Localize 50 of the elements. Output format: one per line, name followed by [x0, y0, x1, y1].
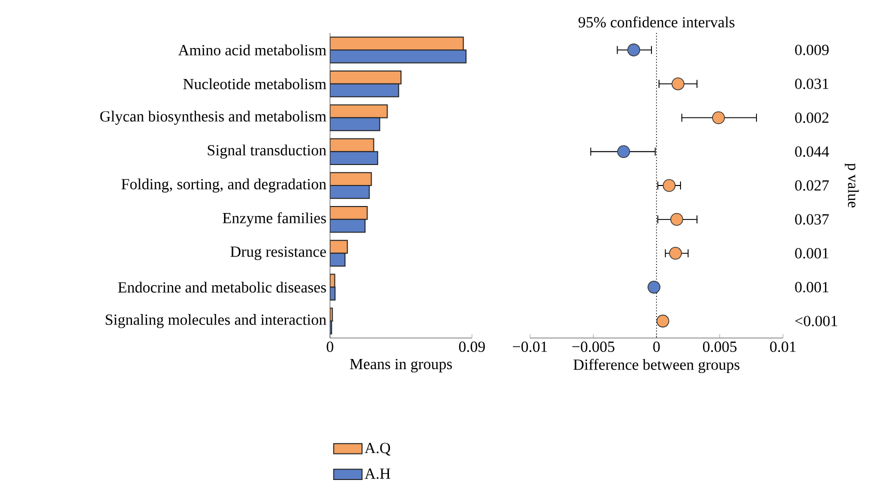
y2-tick-label: 0.001: [795, 282, 828, 292]
x-tick-label: 0.09: [459, 342, 485, 352]
y-tick-label: Signaling molecules and interaction: [106, 314, 326, 328]
y-tick-label: Glycan biosynthesis and metabolism: [100, 110, 326, 125]
y-tick-label: Endocrine and metabolic diseases: [118, 282, 326, 293]
x-tick-label: 0: [326, 342, 334, 352]
y2-tick-label: 0.001: [795, 248, 828, 259]
y2-tick-label: 0.002: [795, 112, 828, 123]
x-axis-title: Difference between groups: [573, 358, 740, 374]
x-tick-label: −0.01: [512, 342, 547, 352]
point: [662, 179, 676, 192]
point: [669, 246, 682, 260]
y2-tick-label: <0.001: [795, 316, 838, 326]
y2-tick-label: 0.031: [795, 78, 828, 90]
y-tick-label: Drug resistance: [230, 246, 326, 260]
bar: [330, 117, 380, 132]
y-tick-label: Amino acid metabolism: [178, 44, 326, 56]
point: [656, 314, 670, 328]
point: [617, 145, 630, 158]
legend-label: A.H: [364, 468, 390, 479]
y2-axis-title: p value: [844, 163, 859, 208]
y-tick-label: Folding, sorting, and degradation: [121, 178, 326, 193]
point: [712, 111, 725, 124]
bar: [330, 70, 402, 84]
bar: [330, 206, 368, 220]
point: [648, 280, 660, 294]
y-tick-label: Nucleotide metabolism: [183, 78, 326, 90]
bar: [330, 138, 374, 152]
bar: [330, 49, 466, 64]
legend-label: A.Q: [364, 442, 390, 456]
x-tick-label: 0.01: [770, 342, 796, 352]
point: [627, 44, 640, 56]
bar: [330, 185, 370, 199]
y2-tick-label: 0.044: [795, 146, 830, 157]
y2-tick-label: 0.037: [795, 214, 829, 225]
bar: [330, 151, 378, 165]
x-axis-title: Means in groups: [350, 358, 452, 372]
x-tick-label: 0: [653, 342, 660, 352]
bar: [330, 172, 372, 186]
bar: [330, 218, 366, 233]
y-tick-label: Signal transduction: [208, 144, 326, 159]
x-tick-label: −0.005: [572, 342, 614, 352]
x-tick-label: 0.005: [702, 342, 737, 352]
point: [670, 212, 684, 226]
y2-tick-label: 0.009: [795, 44, 829, 56]
y-tick-label: Enzyme families: [222, 212, 326, 226]
chart-title: 95% confidence intervals: [578, 16, 734, 28]
point: [672, 77, 684, 90]
y2-tick-label: 0.027: [795, 180, 829, 191]
bar: [330, 36, 464, 50]
